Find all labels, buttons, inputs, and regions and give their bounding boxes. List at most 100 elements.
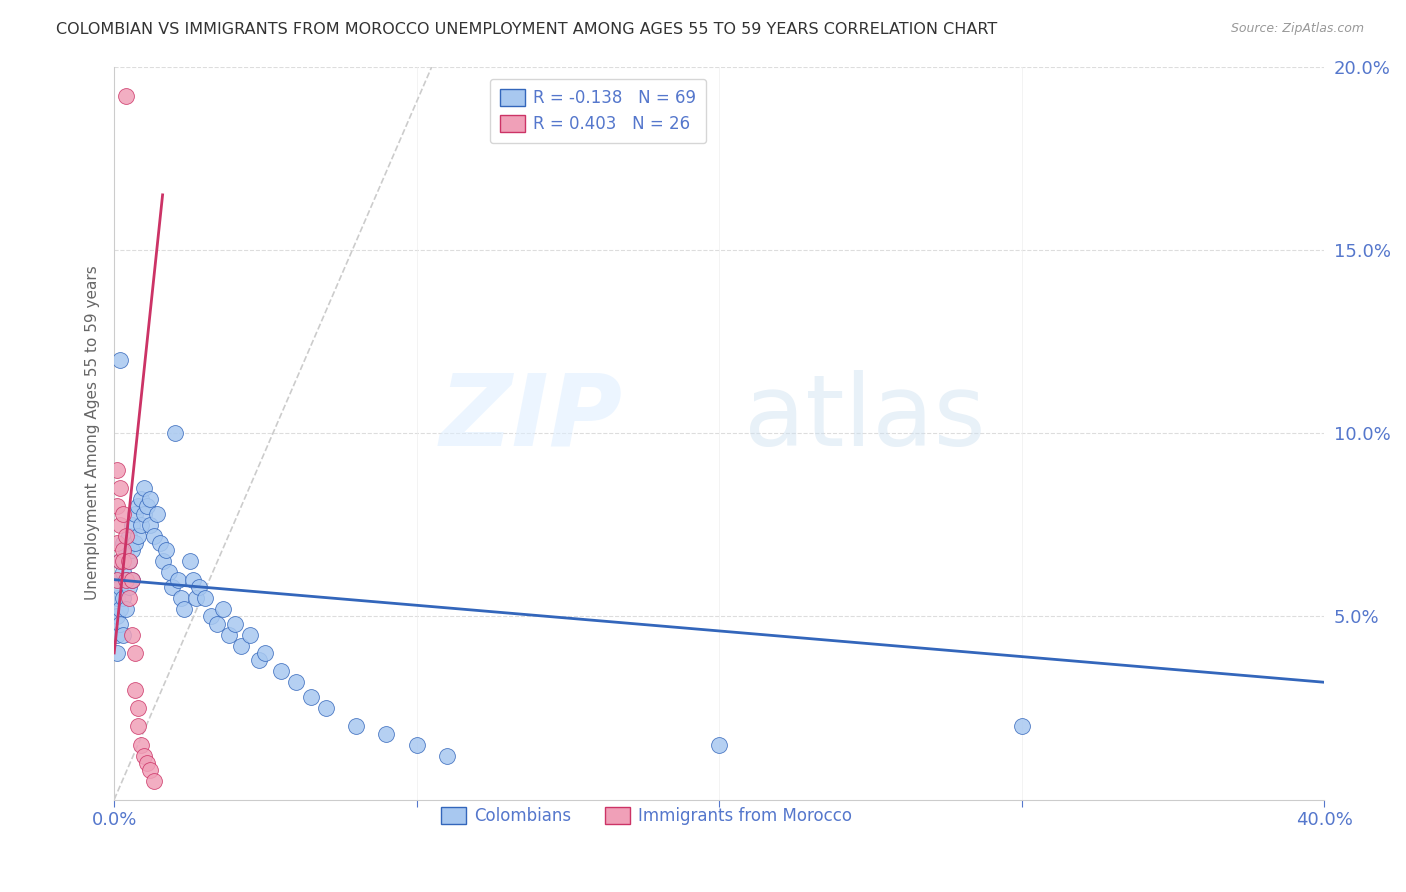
- Point: [184, 591, 207, 605]
- Point: [105, 536, 128, 550]
- Point: [344, 719, 367, 733]
- Point: [110, 481, 132, 495]
- Point: [139, 517, 162, 532]
- Point: [284, 675, 307, 690]
- Point: [121, 517, 143, 532]
- Point: [224, 616, 246, 631]
- Point: [118, 529, 141, 543]
- Point: [142, 529, 165, 543]
- Point: [139, 491, 162, 506]
- Point: [254, 646, 277, 660]
- Point: [112, 566, 135, 580]
- Point: [166, 573, 188, 587]
- Point: [160, 580, 183, 594]
- Point: [105, 500, 128, 514]
- Point: [179, 554, 201, 568]
- Point: [121, 543, 143, 558]
- Point: [121, 573, 143, 587]
- Point: [157, 566, 180, 580]
- Point: [124, 536, 146, 550]
- Point: [127, 529, 149, 543]
- Point: [121, 573, 143, 587]
- Point: [115, 602, 138, 616]
- Point: [405, 738, 427, 752]
- Point: [205, 616, 228, 631]
- Point: [709, 738, 731, 752]
- Point: [110, 554, 132, 568]
- Point: [118, 554, 141, 568]
- Point: [124, 507, 146, 521]
- Legend: Colombians, Immigrants from Morocco: Colombians, Immigrants from Morocco: [432, 797, 862, 835]
- Point: [134, 748, 156, 763]
- Point: [127, 701, 149, 715]
- Point: [436, 748, 458, 763]
- Point: [105, 573, 128, 587]
- Point: [115, 89, 138, 103]
- Point: [118, 580, 141, 594]
- Point: [239, 627, 262, 641]
- Point: [212, 602, 235, 616]
- Point: [299, 690, 322, 704]
- Point: [115, 573, 138, 587]
- Point: [110, 580, 132, 594]
- Point: [1011, 719, 1033, 733]
- Point: [105, 609, 128, 624]
- Point: [110, 616, 132, 631]
- Point: [131, 738, 153, 752]
- Point: [375, 726, 398, 740]
- Point: [110, 352, 132, 367]
- Point: [152, 554, 174, 568]
- Point: [134, 481, 156, 495]
- Point: [105, 591, 128, 605]
- Point: [136, 500, 159, 514]
- Point: [105, 463, 128, 477]
- Point: [118, 554, 141, 568]
- Point: [134, 507, 156, 521]
- Point: [218, 627, 240, 641]
- Text: Source: ZipAtlas.com: Source: ZipAtlas.com: [1230, 22, 1364, 36]
- Point: [115, 543, 138, 558]
- Point: [127, 719, 149, 733]
- Point: [105, 646, 128, 660]
- Point: [127, 500, 149, 514]
- Point: [118, 591, 141, 605]
- Point: [112, 543, 135, 558]
- Point: [112, 507, 135, 521]
- Point: [105, 573, 128, 587]
- Text: COLOMBIAN VS IMMIGRANTS FROM MOROCCO UNEMPLOYMENT AMONG AGES 55 TO 59 YEARS CORR: COLOMBIAN VS IMMIGRANTS FROM MOROCCO UNE…: [56, 22, 997, 37]
- Point: [194, 591, 217, 605]
- Y-axis label: Unemployment Among Ages 55 to 59 years: Unemployment Among Ages 55 to 59 years: [86, 266, 100, 600]
- Point: [163, 425, 186, 440]
- Point: [131, 491, 153, 506]
- Point: [139, 763, 162, 777]
- Text: ZIP: ZIP: [440, 370, 623, 467]
- Point: [112, 554, 135, 568]
- Point: [315, 701, 337, 715]
- Point: [148, 536, 170, 550]
- Point: [115, 529, 138, 543]
- Point: [136, 756, 159, 770]
- Point: [110, 554, 132, 568]
- Point: [155, 543, 177, 558]
- Point: [142, 774, 165, 789]
- Point: [105, 627, 128, 641]
- Point: [112, 536, 135, 550]
- Point: [131, 517, 153, 532]
- Text: atlas: atlas: [744, 370, 986, 467]
- Point: [173, 602, 195, 616]
- Point: [145, 507, 167, 521]
- Point: [181, 573, 204, 587]
- Point: [170, 591, 193, 605]
- Point: [124, 682, 146, 697]
- Point: [121, 627, 143, 641]
- Point: [124, 646, 146, 660]
- Point: [110, 602, 132, 616]
- Point: [270, 665, 292, 679]
- Point: [110, 517, 132, 532]
- Point: [187, 580, 209, 594]
- Point: [115, 573, 138, 587]
- Point: [200, 609, 222, 624]
- Point: [112, 627, 135, 641]
- Point: [247, 653, 270, 667]
- Point: [231, 639, 253, 653]
